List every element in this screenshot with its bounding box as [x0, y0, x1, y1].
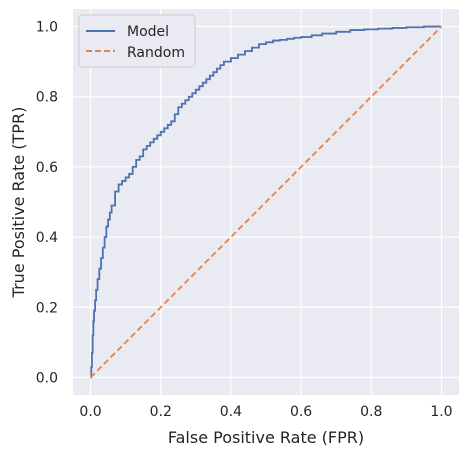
series-line-model	[90, 25, 442, 379]
y-tick-label: 0.6	[36, 160, 58, 176]
x-tick-label: 1.0	[430, 404, 452, 420]
x-tick-labels: 0.0 0.2 0.4 0.6 0.8 1.0	[79, 404, 452, 420]
y-axis-title: True Positive Rate (TPR)	[9, 107, 28, 299]
legend-random-label: Random	[127, 45, 185, 61]
x-tick-label: 0.0	[79, 404, 101, 420]
legend-model-label: Model	[127, 24, 169, 40]
y-tick-labels: 0.0 0.2 0.4 0.6 0.8 1.0	[36, 20, 58, 387]
x-tick-label: 0.2	[150, 404, 172, 420]
series-layer	[89, 25, 443, 379]
y-tick-label: 0.0	[36, 370, 58, 386]
grid	[73, 9, 459, 395]
x-tick-label: 0.8	[360, 404, 382, 420]
y-tick-label: 1.0	[36, 20, 58, 36]
y-tick-label: 0.4	[36, 230, 58, 246]
y-tick-label: 0.8	[36, 90, 58, 106]
y-tick-label: 0.2	[36, 300, 58, 316]
legend-box	[78, 14, 196, 68]
x-tick-label: 0.4	[220, 404, 242, 420]
legend: Model Random	[78, 14, 196, 68]
x-axis-title: False Positive Rate (FPR)	[168, 428, 364, 447]
series-line-random	[89, 25, 443, 379]
x-tick-label: 0.6	[290, 404, 312, 420]
